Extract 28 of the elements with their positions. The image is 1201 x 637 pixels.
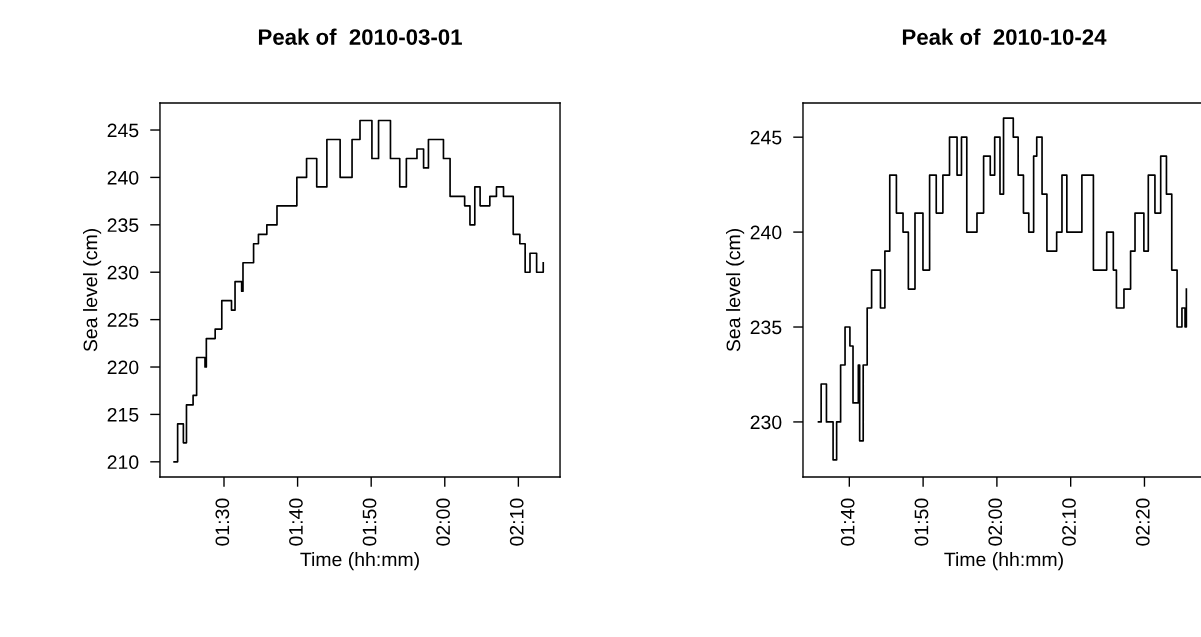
y-tick-label: 245: [107, 123, 139, 138]
x-tick-label: 02:00: [988, 498, 1003, 546]
y-axis-title: Sea level (cm): [726, 229, 745, 352]
chart-title: Peak of 2010-10-24: [902, 28, 1107, 45]
y-tick-label: 225: [107, 313, 139, 327]
y-tick-label: 220: [107, 360, 139, 375]
y-tick-label: 215: [107, 407, 139, 422]
x-tick-label: 01:40: [289, 498, 303, 546]
y-tick-label: 235: [750, 320, 782, 335]
y-tick-label: 230: [107, 265, 139, 280]
x-tick-label: 01:30: [215, 498, 230, 546]
x-tick-label: 01:40: [840, 498, 855, 546]
y-tick-label: 210: [107, 455, 139, 470]
x-tick-label: 01:50: [362, 498, 377, 546]
x-tick-label: 02:20: [1135, 498, 1150, 546]
y-tick-label: 245: [750, 130, 782, 145]
chart-title: Peak of 2010-03-01: [258, 28, 462, 45]
y-tick-label: 240: [750, 225, 782, 240]
x-tick-label: 02:10: [509, 498, 524, 546]
x-tick-label: 01:50: [914, 498, 929, 546]
y-tick-label: 235: [107, 218, 139, 233]
y-tick-label: 240: [107, 170, 139, 185]
y-axis-title: Sea level (cm): [83, 229, 102, 352]
y-tick-label: 230: [750, 415, 782, 430]
x-tick-label: 02:10: [1062, 498, 1076, 546]
x-axis-title: Time (hh:mm): [944, 552, 1063, 571]
x-axis-title: Time (hh:mm): [300, 552, 419, 571]
x-tick-label: 02:00: [436, 498, 450, 546]
